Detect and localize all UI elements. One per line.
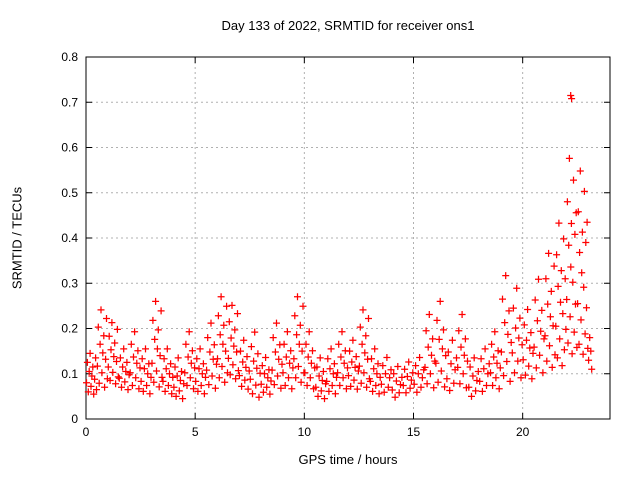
y-tick-label: 0.4	[61, 231, 78, 245]
y-tick-label: 0.3	[61, 276, 78, 290]
scatter-points	[83, 92, 596, 403]
x-tick-label: 0	[83, 425, 90, 439]
y-tick-label: 0.6	[61, 141, 78, 155]
x-tick-label: 5	[192, 425, 199, 439]
x-axis-label: GPS time / hours	[298, 452, 398, 467]
y-tick-label: 0.8	[61, 50, 78, 64]
y-tick-label: 0.2	[61, 322, 78, 336]
y-tick-label: 0.7	[61, 95, 78, 109]
y-tick-label: 0.5	[61, 186, 78, 200]
chart-title: Day 133 of 2022, SRMTID for receiver ons…	[221, 18, 475, 33]
x-tick-label: 20	[516, 425, 530, 439]
plot-border	[85, 56, 611, 420]
x-tick-label: 10	[298, 425, 312, 439]
y-tick-label: 0	[71, 412, 78, 426]
y-tick-label: 0.1	[61, 367, 78, 381]
x-tick-label: 15	[407, 425, 421, 439]
